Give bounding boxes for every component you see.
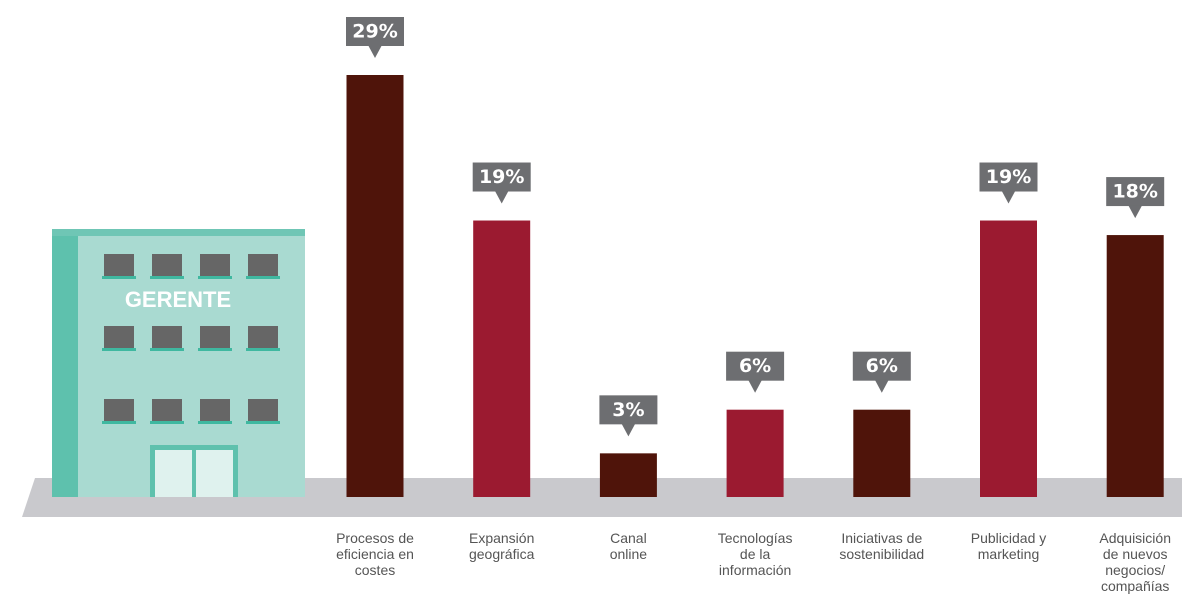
value-label-box xyxy=(979,162,1038,192)
value-label-box xyxy=(852,351,911,381)
value-label: 29% xyxy=(352,21,397,43)
value-label-pointer xyxy=(874,379,889,393)
window-sill xyxy=(102,276,136,279)
window-sill xyxy=(150,421,184,424)
value-label: 18% xyxy=(1112,181,1157,203)
value-label-box xyxy=(472,162,531,192)
building-label: GERENTE xyxy=(125,287,231,312)
value-label: 6% xyxy=(866,355,898,377)
value-label-pointer xyxy=(1001,190,1016,204)
value-label: 3% xyxy=(612,399,644,421)
window-sill xyxy=(150,276,184,279)
bar xyxy=(599,453,657,497)
window xyxy=(152,326,182,348)
x-tick-label: Canal online xyxy=(609,530,648,562)
window xyxy=(200,254,230,276)
value-label-box xyxy=(599,395,658,425)
window xyxy=(248,326,278,348)
window xyxy=(104,326,134,348)
window xyxy=(152,254,182,276)
window xyxy=(104,399,134,421)
value-label: 19% xyxy=(986,166,1031,188)
x-tick-label: Iniciativas de sostenibilidad xyxy=(839,530,925,562)
value-label-pointer xyxy=(621,423,636,437)
bar xyxy=(473,220,531,497)
value-label: 19% xyxy=(479,166,524,188)
window-sill xyxy=(246,421,280,424)
x-tick-label: Tecnologías de la información xyxy=(717,530,793,578)
value-label: 6% xyxy=(739,355,771,377)
window-sill xyxy=(246,276,280,279)
window xyxy=(248,399,278,421)
value-label-pointer xyxy=(748,379,763,393)
bar xyxy=(346,75,404,497)
window xyxy=(200,326,230,348)
value-label-pointer xyxy=(1128,205,1143,219)
window-sill xyxy=(198,276,232,279)
value-label-box xyxy=(1106,177,1165,207)
window-sill xyxy=(198,348,232,351)
window xyxy=(104,254,134,276)
bar xyxy=(1106,235,1164,497)
building: GERENTE xyxy=(52,229,305,497)
value-label-pointer xyxy=(368,45,382,58)
x-tick-label: Publicidad y marketing xyxy=(970,530,1047,562)
window-sill xyxy=(102,348,136,351)
window-sill xyxy=(102,421,136,424)
value-label-pointer xyxy=(494,190,509,204)
x-tick-label: Procesos de eficiencia en costes xyxy=(336,530,414,578)
value-label-box xyxy=(346,17,404,46)
bar xyxy=(853,409,911,497)
bar xyxy=(980,220,1037,497)
value-label-box xyxy=(726,351,785,381)
window-sill xyxy=(198,421,232,424)
bar xyxy=(726,409,784,497)
x-tick-label: Adquisición de nuevos negocios/ compañía… xyxy=(1099,530,1171,594)
window-sill xyxy=(246,348,280,351)
window xyxy=(152,399,182,421)
window xyxy=(200,399,230,421)
x-tick-label: Expansión geográfica xyxy=(468,530,535,562)
window-sill xyxy=(150,348,184,351)
window xyxy=(248,254,278,276)
